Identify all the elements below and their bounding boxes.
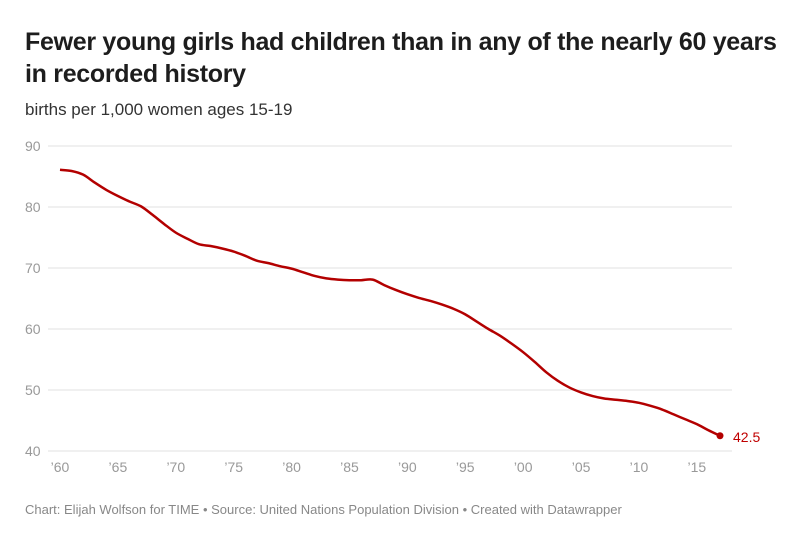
x-tick-label: ’10 — [630, 459, 649, 475]
x-tick-label: ’15 — [687, 459, 706, 475]
x-tick-label: ’85 — [340, 459, 359, 475]
x-tick-label: ’70 — [166, 459, 185, 475]
x-tick-label: ’05 — [572, 459, 591, 475]
x-axis: ’60 ’65 ’70 ’75 ’80 ’85 ’90 ’95 ’00 ’05 ’10 ’15 — [51, 459, 707, 475]
x-tick-label: ’80 — [282, 459, 301, 475]
y-tick-label: 60 — [25, 321, 41, 337]
y-tick-label: 40 — [25, 443, 41, 459]
x-tick-label: ’75 — [224, 459, 243, 475]
end-point-marker — [716, 432, 724, 440]
end-value-label: 42.5 — [733, 429, 760, 445]
x-tick-label: ’65 — [109, 459, 128, 475]
series-line — [59, 168, 721, 437]
chart-footer: Chart: Elijah Wolfson for TIME • Source:… — [25, 502, 622, 517]
y-axis: 90 80 70 60 50 40 — [25, 138, 41, 459]
x-tick-label: ’95 — [456, 459, 475, 475]
x-tick-label: ’90 — [398, 459, 417, 475]
y-tick-label: 50 — [25, 382, 41, 398]
chart-subtitle: births per 1,000 women ages 15-19 — [25, 100, 293, 119]
x-tick-label: ’60 — [51, 459, 70, 475]
y-tick-label: 80 — [25, 199, 41, 215]
grid-layer — [48, 145, 732, 452]
x-tick-label: ’00 — [514, 459, 533, 475]
y-tick-label: 90 — [25, 138, 41, 154]
chart-title: Fewer young girls had children than in a… — [25, 28, 777, 88]
y-tick-label: 70 — [25, 260, 41, 276]
